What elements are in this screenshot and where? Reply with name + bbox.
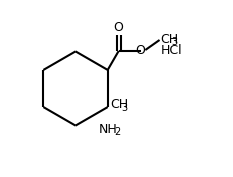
Text: CH: CH [111,98,129,111]
Text: CH: CH [161,33,179,46]
Text: 2: 2 [114,127,120,138]
Text: HCl: HCl [161,44,182,57]
Text: NH: NH [98,123,117,136]
Text: 3: 3 [171,37,178,47]
Text: 3: 3 [121,103,127,113]
Text: O: O [136,44,146,58]
Text: O: O [114,21,123,34]
